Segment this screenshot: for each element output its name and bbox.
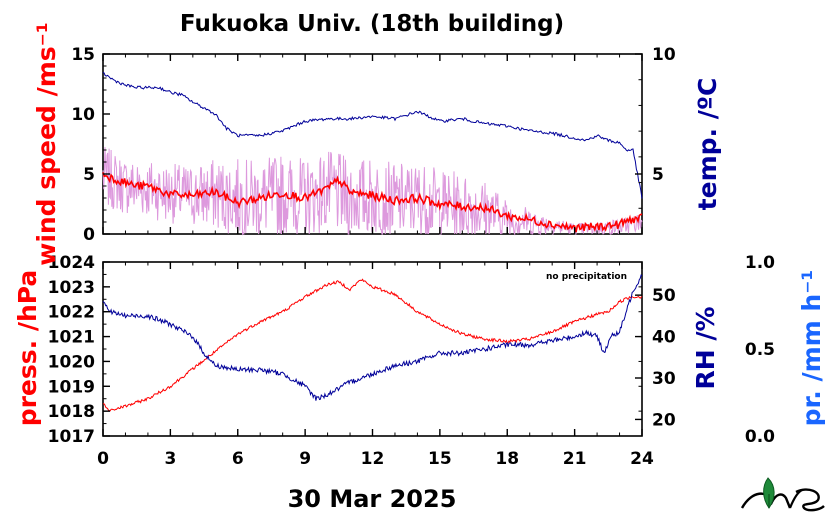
figure-title: Fukuoka Univ. (18th building) — [180, 11, 564, 37]
temp-axis-label: temp. /ºC — [693, 78, 722, 211]
institution-logo — [740, 477, 825, 512]
pressure-line — [103, 278, 643, 412]
top-plot-area — [102, 71, 643, 236]
wind-tick-label: 5 — [83, 165, 95, 185]
date-label: 30 Mar 2025 — [288, 485, 457, 513]
temp-tick-label: 10 — [652, 45, 676, 65]
wind-axis-label: wind speed /ms⁻¹ — [32, 22, 61, 266]
temp-tick-label: 5 — [652, 165, 664, 185]
x-tick-label: 6 — [232, 449, 244, 469]
x-tick-label: 0 — [97, 449, 109, 469]
axes-layer: 0 3 6 9 12 15 18 21 24 0 5 10 15 5 10 1017 1018 1019 1020 1… — [48, 45, 775, 469]
humidity-line — [102, 274, 643, 401]
x-tick-label: 9 — [299, 449, 311, 469]
wind-tick-label: 10 — [71, 105, 95, 125]
pressure-tick-label: 1018 — [48, 402, 95, 422]
pressure-tick-label: 1021 — [48, 328, 95, 348]
x-tick-label: 12 — [361, 449, 385, 469]
rh-tick-label: 50 — [652, 286, 676, 306]
rh-axis-label: RH /% — [691, 306, 720, 389]
wind-average-line — [102, 172, 643, 233]
x-tick-label: 21 — [563, 449, 587, 469]
temperature-line — [102, 71, 643, 199]
rh-tick-label: 30 — [652, 369, 676, 389]
precipitation-note: no precipitation — [546, 272, 627, 282]
pressure-tick-label: 1020 — [48, 352, 95, 372]
x-tick-label: 3 — [164, 449, 176, 469]
precip-axis-label: pr. /mm h⁻¹ — [797, 270, 826, 427]
pressure-tick-label: 1024 — [48, 253, 95, 273]
precip-tick-label: 0.5 — [745, 340, 775, 360]
precip-tick-label: 0.0 — [745, 427, 775, 447]
pressure-tick-label: 1017 — [48, 427, 95, 447]
rh-tick-label: 20 — [652, 410, 676, 430]
wind-tick-label: 0 — [83, 225, 95, 245]
pressure-axis-label: press. /hPa — [13, 270, 42, 427]
bottom-plot-area — [102, 274, 643, 412]
rh-tick-label: 40 — [652, 328, 676, 348]
wind-tick-label: 15 — [71, 45, 95, 65]
x-tick-label: 18 — [495, 449, 519, 469]
pressure-tick-label: 1022 — [48, 303, 95, 323]
precip-tick-label: 1.0 — [745, 253, 775, 273]
wind-raw-line — [102, 147, 643, 236]
x-tick-label: 24 — [630, 449, 654, 469]
x-tick-label: 15 — [428, 449, 452, 469]
pressure-tick-label: 1023 — [48, 278, 95, 298]
pressure-tick-label: 1019 — [48, 377, 95, 397]
